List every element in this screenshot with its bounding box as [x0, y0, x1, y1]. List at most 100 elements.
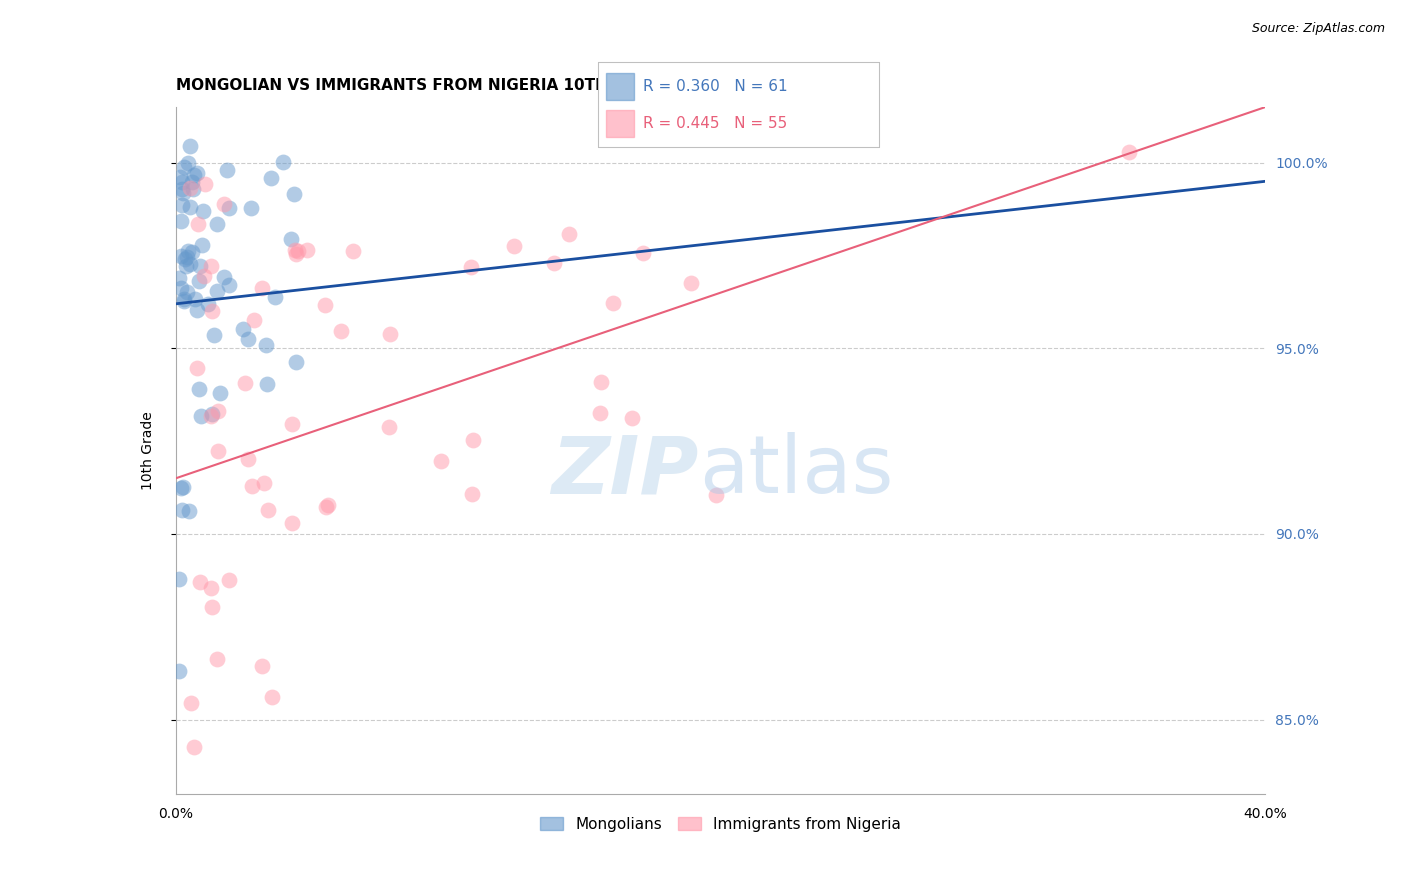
Point	[186, 166, 208, 180]
Point	[172, 480, 194, 494]
Point	[179, 257, 201, 271]
Text: R = 0.360   N = 61: R = 0.360 N = 61	[643, 78, 787, 94]
Point	[285, 247, 308, 261]
Point	[378, 327, 401, 342]
Point	[177, 156, 200, 170]
Point	[186, 217, 208, 231]
Point	[190, 238, 212, 252]
Point	[240, 201, 263, 215]
Point	[212, 196, 235, 211]
Point	[173, 293, 195, 308]
Point	[589, 406, 612, 420]
Point	[181, 244, 204, 259]
Point	[461, 433, 484, 447]
Point	[169, 170, 191, 185]
Point	[252, 281, 274, 295]
Point	[174, 259, 197, 273]
Point	[260, 170, 283, 185]
Point	[173, 160, 195, 174]
Point	[264, 290, 287, 304]
Point	[193, 269, 215, 284]
Point	[240, 479, 263, 493]
Point	[543, 256, 565, 270]
Point	[172, 198, 194, 212]
Point	[205, 284, 228, 298]
Point	[177, 244, 200, 259]
Point	[170, 503, 193, 517]
Text: 0.0%: 0.0%	[159, 807, 193, 821]
Point	[589, 375, 612, 389]
Bar	[606, 72, 634, 100]
Point	[314, 298, 336, 312]
Point	[503, 238, 526, 252]
Point	[218, 278, 240, 293]
Point	[179, 200, 201, 214]
Point	[169, 481, 191, 495]
Point	[183, 168, 205, 182]
Point	[242, 313, 264, 327]
Point	[170, 281, 193, 295]
Point	[1118, 145, 1140, 159]
Point	[232, 322, 254, 336]
Point	[602, 296, 624, 310]
Text: atlas: atlas	[699, 432, 893, 510]
Point	[173, 292, 195, 306]
Point	[176, 285, 198, 299]
Point	[188, 260, 211, 274]
Text: ZIP: ZIP	[551, 432, 699, 510]
Point	[631, 245, 654, 260]
Point	[197, 296, 219, 310]
Point	[287, 244, 309, 258]
Bar	[606, 110, 634, 137]
Point	[704, 488, 727, 502]
Point	[167, 573, 190, 587]
Point	[180, 696, 202, 710]
Point	[254, 337, 277, 351]
Legend: Mongolians, Immigrants from Nigeria: Mongolians, Immigrants from Nigeria	[534, 811, 907, 838]
Point	[176, 250, 198, 264]
Point	[218, 573, 240, 587]
Point	[169, 664, 191, 678]
Point	[190, 409, 212, 423]
Point	[256, 377, 278, 392]
Point	[200, 409, 222, 423]
Point	[181, 175, 204, 189]
Point	[315, 500, 337, 515]
Point	[200, 581, 222, 595]
Point	[190, 575, 212, 590]
Point	[177, 504, 200, 518]
Point	[284, 244, 307, 258]
Point	[207, 217, 229, 231]
Point	[179, 139, 201, 153]
Point	[194, 177, 217, 191]
Point	[217, 162, 239, 177]
Point	[236, 332, 259, 346]
Point	[202, 328, 225, 343]
Point	[200, 259, 222, 273]
Text: 40.0%: 40.0%	[1243, 807, 1288, 821]
Point	[218, 201, 240, 215]
Point	[280, 232, 302, 246]
Point	[183, 182, 205, 196]
Point	[281, 417, 304, 431]
Point	[257, 503, 280, 517]
Point	[207, 444, 229, 458]
Point	[283, 187, 305, 202]
Text: R = 0.445   N = 55: R = 0.445 N = 55	[643, 116, 787, 131]
Point	[184, 292, 207, 306]
Point	[170, 249, 193, 263]
Point	[377, 420, 399, 434]
Point	[295, 243, 318, 257]
Point	[430, 454, 453, 468]
Point	[329, 325, 352, 339]
Point	[201, 599, 224, 614]
Text: Source: ZipAtlas.com: Source: ZipAtlas.com	[1251, 22, 1385, 36]
Point	[201, 304, 224, 318]
Point	[285, 355, 308, 369]
Point	[212, 270, 235, 285]
Point	[174, 252, 197, 267]
Point	[170, 182, 193, 196]
Point	[207, 403, 229, 417]
Point	[316, 498, 339, 512]
Point	[172, 186, 194, 201]
